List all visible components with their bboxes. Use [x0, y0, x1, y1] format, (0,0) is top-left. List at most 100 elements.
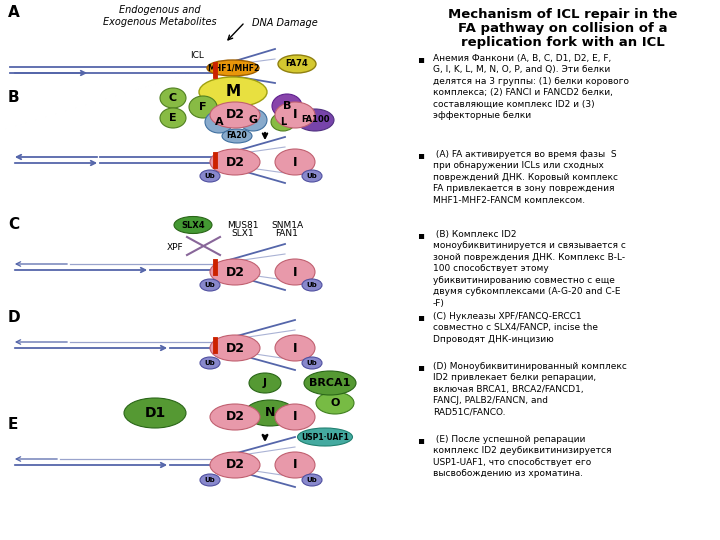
Text: Анемия Фанкони (A, B, C, D1, D2, E, F,
G, I, K, L, M, N, O, P, and Q). Эти белки: Анемия Фанкони (A, B, C, D1, D2, E, F, G…: [433, 54, 629, 120]
Text: Ub: Ub: [307, 360, 318, 366]
Ellipse shape: [249, 373, 281, 393]
Ellipse shape: [160, 88, 186, 108]
Text: D2: D2: [225, 410, 245, 423]
Ellipse shape: [210, 404, 260, 430]
Ellipse shape: [222, 129, 252, 143]
Text: FA20: FA20: [227, 132, 248, 140]
Text: Endogenous and
Exogenous Metabolites: Endogenous and Exogenous Metabolites: [103, 5, 217, 28]
Text: B: B: [8, 90, 19, 105]
Ellipse shape: [275, 335, 315, 361]
Ellipse shape: [296, 109, 334, 131]
Ellipse shape: [275, 259, 315, 285]
Text: E: E: [8, 417, 19, 432]
Ellipse shape: [302, 170, 322, 182]
Text: C: C: [8, 217, 19, 232]
Ellipse shape: [200, 170, 220, 182]
Text: Ub: Ub: [307, 173, 318, 179]
Ellipse shape: [210, 259, 260, 285]
Text: ICL: ICL: [190, 51, 204, 60]
Ellipse shape: [200, 279, 220, 291]
Text: XPF: XPF: [166, 242, 183, 252]
Text: D2: D2: [225, 341, 245, 354]
Ellipse shape: [199, 77, 267, 107]
Ellipse shape: [304, 371, 356, 395]
Text: D2: D2: [225, 266, 245, 279]
Ellipse shape: [278, 55, 316, 73]
Text: SNM1A: SNM1A: [271, 220, 303, 230]
Text: G: G: [248, 115, 258, 125]
Text: ▪: ▪: [417, 362, 424, 372]
Text: (B) Комплекс ID2
моноубиквитинируется и связывается с
зоной повреждения ДНК. Ком: (B) Комплекс ID2 моноубиквитинируется и …: [433, 230, 626, 308]
Text: Ub: Ub: [204, 360, 215, 366]
Text: Ub: Ub: [204, 173, 215, 179]
Ellipse shape: [275, 404, 315, 430]
Text: (C) Нуклеазы XPF/FANCQ-ERCC1
совместно с SLX4/FANCP, incise the
Dпроводят ДНК-ин: (C) Нуклеазы XPF/FANCQ-ERCC1 совместно с…: [433, 312, 598, 344]
Ellipse shape: [275, 452, 315, 478]
Ellipse shape: [174, 217, 212, 233]
Text: I: I: [293, 410, 297, 423]
Ellipse shape: [189, 96, 217, 118]
Text: O: O: [330, 398, 340, 408]
Ellipse shape: [275, 102, 315, 128]
Text: I: I: [293, 341, 297, 354]
Text: ▪: ▪: [417, 150, 424, 160]
Text: D2: D2: [225, 458, 245, 471]
Text: J: J: [263, 378, 267, 388]
Ellipse shape: [302, 279, 322, 291]
Text: DNA Damage: DNA Damage: [252, 18, 318, 28]
Text: I: I: [293, 156, 297, 168]
Text: E: E: [169, 113, 177, 123]
Ellipse shape: [210, 452, 260, 478]
Ellipse shape: [302, 474, 322, 486]
Ellipse shape: [200, 474, 220, 486]
Text: ▪: ▪: [417, 230, 424, 240]
Text: N: N: [265, 407, 275, 420]
Ellipse shape: [275, 149, 315, 175]
Text: B: B: [283, 101, 291, 111]
Text: FA100: FA100: [301, 116, 329, 125]
Ellipse shape: [271, 113, 295, 131]
Text: FAN1: FAN1: [276, 228, 298, 238]
Text: ▪: ▪: [417, 312, 424, 322]
Text: D2: D2: [225, 156, 245, 168]
Ellipse shape: [207, 60, 259, 76]
Ellipse shape: [210, 149, 260, 175]
Text: BRCA1: BRCA1: [310, 378, 351, 388]
Text: D2: D2: [225, 109, 245, 122]
Ellipse shape: [124, 398, 186, 428]
Text: D: D: [8, 310, 21, 325]
Ellipse shape: [297, 428, 353, 446]
Ellipse shape: [205, 111, 233, 133]
Ellipse shape: [239, 109, 267, 131]
Text: C: C: [169, 93, 177, 103]
Ellipse shape: [200, 357, 220, 369]
Text: FA74: FA74: [286, 59, 308, 69]
Text: (D) Моноубиквитинированный комплекс
ID2 привлекает белки репарации,
включая BRCA: (D) Моноубиквитинированный комплекс ID2 …: [433, 362, 627, 417]
Text: M: M: [225, 84, 240, 99]
Text: Mechanism of ICL repair in the: Mechanism of ICL repair in the: [448, 8, 678, 21]
Text: ▪: ▪: [417, 54, 424, 64]
Text: I: I: [293, 458, 297, 471]
Text: MHF1/MHF2: MHF1/MHF2: [207, 64, 259, 72]
Ellipse shape: [272, 94, 302, 118]
Ellipse shape: [160, 108, 186, 128]
Text: SLX4: SLX4: [181, 220, 204, 230]
Ellipse shape: [210, 102, 260, 128]
Text: (A) FA активируется во время фазы  S
при обнаружении ICLs или сходных
повреждени: (A) FA активируется во время фазы S при …: [433, 150, 618, 205]
Text: I: I: [293, 266, 297, 279]
Text: Ub: Ub: [307, 477, 318, 483]
Text: replication fork with an ICL: replication fork with an ICL: [461, 36, 665, 49]
Text: MUS81: MUS81: [228, 220, 258, 230]
Ellipse shape: [245, 400, 295, 426]
Text: F: F: [199, 102, 207, 112]
Text: Ub: Ub: [204, 477, 215, 483]
Text: L: L: [280, 117, 286, 127]
Text: A: A: [8, 5, 19, 20]
Text: ▪: ▪: [417, 435, 424, 445]
Text: Ub: Ub: [204, 282, 215, 288]
Text: Ub: Ub: [307, 282, 318, 288]
Ellipse shape: [210, 335, 260, 361]
Text: USP1·UAF1: USP1·UAF1: [301, 433, 349, 442]
Ellipse shape: [302, 357, 322, 369]
Text: SLX1: SLX1: [232, 228, 254, 238]
